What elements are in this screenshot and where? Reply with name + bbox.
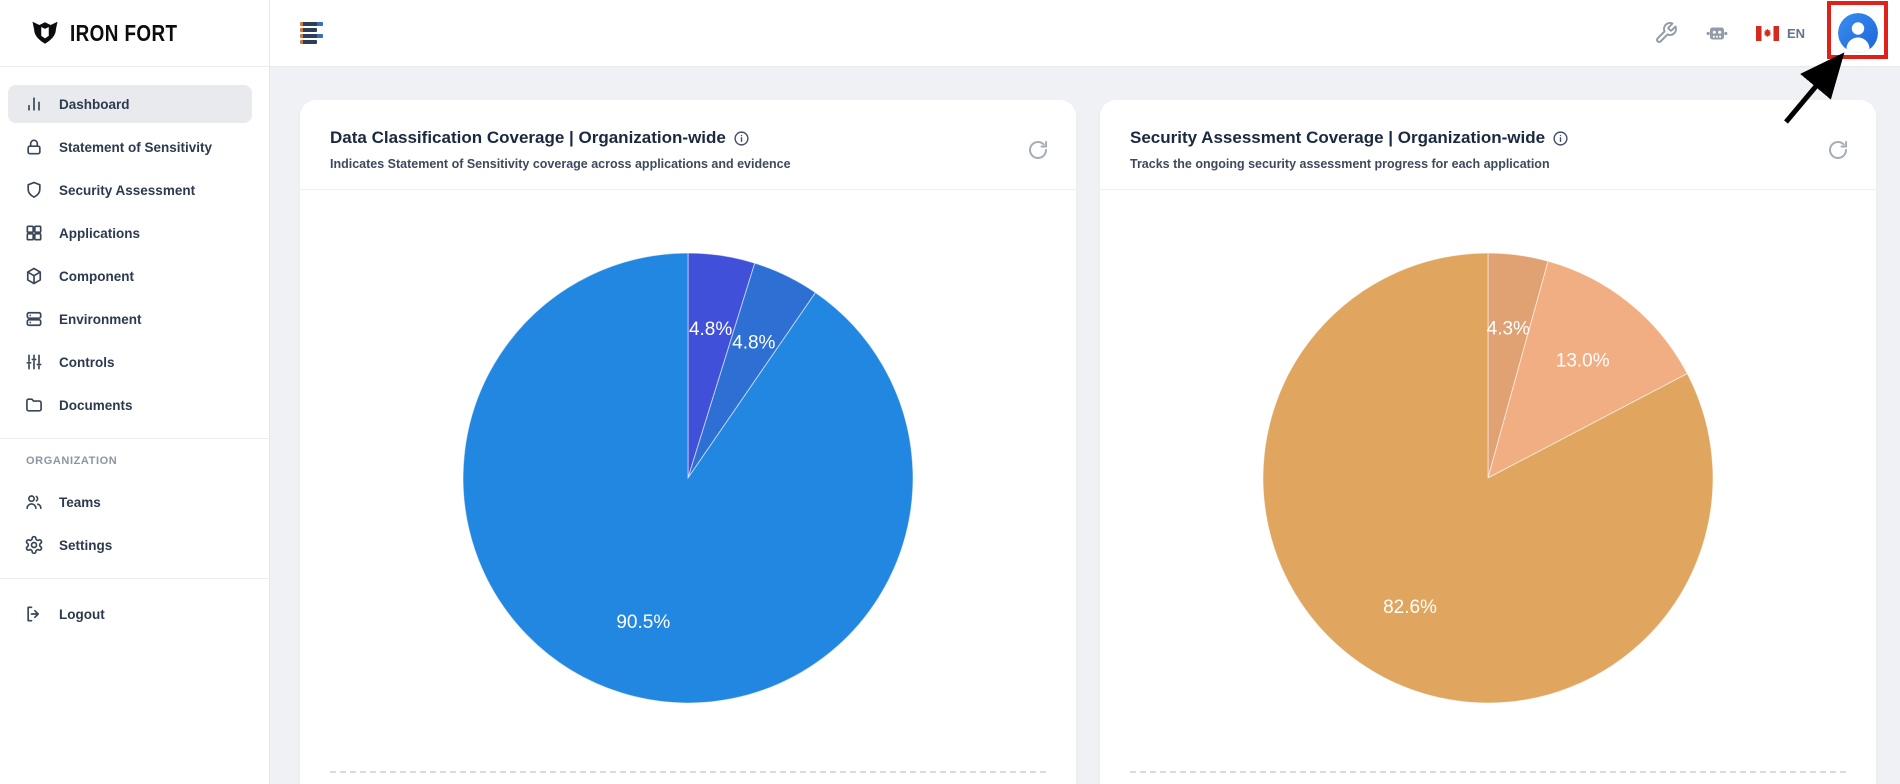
main-content: Data Classification Coverage | Organizat… [270,67,1900,784]
bar-chart-icon [28,97,40,111]
sidebar-divider [0,578,269,579]
sidebar-item-label: Settings [59,537,113,553]
refresh-icon [1829,141,1847,159]
legend-divider [1130,771,1846,773]
pie-label: 4.8% [732,332,775,353]
refresh-icon [1029,141,1047,159]
sidebar-item-label: Dashboard [59,96,130,112]
card-subtitle: Tracks the ongoing security assessment p… [1130,157,1550,171]
wrench-icon[interactable] [1654,21,1678,45]
card-title-row: Data Classification Coverage | Organizat… [330,128,1006,148]
sidebar-item-label: Environment [59,311,142,327]
pie-label: 82.6% [1383,597,1437,618]
topbar: EN [270,0,1900,67]
sidebar-item-applications[interactable]: Applications [8,214,252,252]
language-label: EN [1786,25,1805,41]
sidebar-item-label: Component [59,268,134,284]
pie-chart-data-classification: 4.8%4.8% 90.5% [462,252,914,704]
brand-header: IRON FORT [0,0,269,67]
pie-chart-security-assessment: 4.3% 13.0% 82.6% [1262,252,1714,704]
sidebar-nav: Dashboard Statement of Sensitivity Secur… [0,67,269,633]
organization-section-label: ORGANIZATION [26,455,118,467]
sliders-icon [26,354,42,370]
refresh-button[interactable] [1822,134,1854,166]
sidebar-item-settings[interactable]: Settings [8,526,252,564]
sidebar-item-dashboard[interactable]: Dashboard [8,85,252,123]
sidebar-item-label: Security Assessment [59,182,196,198]
shield-icon [27,181,41,198]
menu-toggle-icon[interactable] [300,22,323,44]
sidebar-item-label: Documents [59,397,133,413]
brand-name: IRON FORT [70,19,178,46]
sidebar-item-documents[interactable]: Documents [8,386,252,424]
sidebar-item-controls[interactable]: Controls [8,343,252,381]
user-avatar-button[interactable] [1838,13,1878,53]
sidebar-item-label: Controls [59,354,115,370]
info-icon[interactable] [733,130,750,147]
pie-label: 4.8% [689,319,732,340]
users-icon [26,495,42,510]
card-header: Security Assessment Coverage | Organizat… [1100,100,1876,190]
sidebar: IRON FORT Dashboard Statement of Sensiti… [0,0,270,784]
pie-label: 90.5% [616,612,670,633]
card-title: Security Assessment Coverage | Organizat… [1130,128,1546,147]
language-selector[interactable]: EN [1755,25,1805,41]
sidebar-divider [0,438,269,439]
sidebar-item-security-assessment[interactable]: Security Assessment [8,171,252,209]
sidebar-item-environment[interactable]: Environment [8,300,252,338]
legend-divider [330,771,1046,773]
sidebar-item-component[interactable]: Component [8,257,252,295]
card-header: Data Classification Coverage | Organizat… [300,100,1076,190]
ironfort-logo-icon [32,21,58,44]
canada-flag-icon [1755,25,1779,41]
pie-label: 13.0% [1556,351,1610,372]
card-title: Data Classification Coverage | Organizat… [330,128,726,147]
server-icon [26,311,42,327]
sidebar-item-statement-of-sensitivity[interactable]: Statement of Sensitivity [8,128,252,166]
grid-icon [26,225,42,241]
card-subtitle: Indicates Statement of Sensitivity cover… [330,157,791,171]
cube-icon [26,267,42,285]
folder-icon [26,398,42,412]
gear-icon [25,535,43,555]
sidebar-item-logout[interactable]: Logout [8,595,252,633]
info-icon[interactable] [1552,130,1569,147]
sidebar-item-label: Logout [59,606,105,622]
logout-icon [27,606,40,622]
lock-icon [27,139,41,155]
pie-slice[interactable] [462,252,914,704]
robot-icon[interactable] [1705,21,1729,45]
sidebar-item-label: Applications [59,225,141,241]
refresh-button[interactable] [1022,134,1054,166]
sidebar-item-teams[interactable]: Teams [8,483,252,521]
sidebar-item-label: Teams [59,494,101,510]
pie-label: 4.3% [1487,319,1530,340]
pie-slice[interactable] [1487,260,1688,479]
data-classification-card: Data Classification Coverage | Organizat… [300,100,1076,784]
sidebar-item-label: Statement of Sensitivity [59,139,213,155]
pie-slice[interactable] [1262,252,1714,704]
card-title-row: Security Assessment Coverage | Organizat… [1130,128,1806,148]
security-assessment-card: Security Assessment Coverage | Organizat… [1100,100,1876,784]
